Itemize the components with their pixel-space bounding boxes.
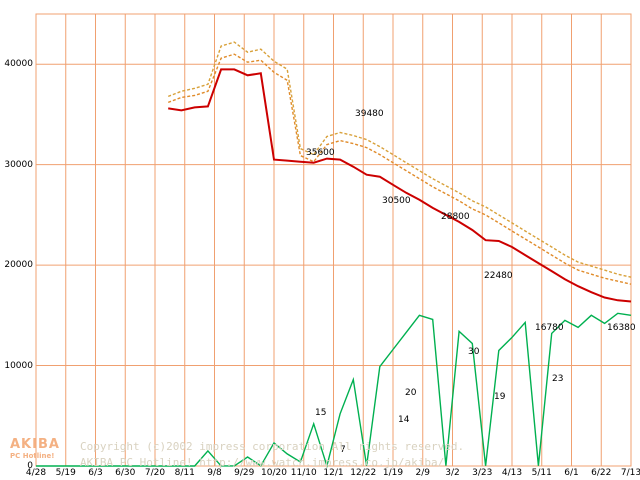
data-label: 16780 (535, 323, 564, 333)
data-label: 16380 (607, 323, 636, 333)
series-max-price (167, 41, 632, 278)
x-tick-label: 11/10 (290, 468, 317, 478)
data-label: 19 (494, 392, 506, 402)
x-tick-label: 9/29 (234, 468, 255, 478)
x-tick-label: 4/13 (501, 468, 523, 478)
y-tick-label: 0 (27, 461, 33, 471)
x-tick-label: 12/1 (323, 468, 344, 478)
y-tick-label: 20000 (4, 260, 33, 271)
data-label: 23 (552, 374, 564, 384)
data-label: 30 (468, 347, 480, 357)
x-tick-label: 9/8 (207, 468, 222, 478)
site-url-line: AKIBA PC Hotline! http://www.watch.impre… (80, 456, 445, 469)
y-tick-label: 40000 (4, 59, 33, 70)
x-tick-label: 8/11 (174, 468, 195, 478)
data-label: 20 (405, 388, 417, 398)
x-tick-label: 3/2 (445, 468, 460, 478)
x-tick-label: 6/30 (115, 468, 136, 478)
data-label: 22480 (484, 271, 513, 281)
copyright-line: Copyright (c)2002 impress corporation Al… (80, 440, 465, 453)
y-tick-label: 30000 (4, 159, 33, 170)
data-label: 39480 (355, 109, 384, 119)
series-avg-price (168, 68, 632, 303)
akiba-logo-main: AKIBA (10, 437, 60, 452)
x-tick-label: 6/22 (591, 468, 612, 478)
x-tick-label: 12/22 (350, 468, 377, 478)
series-mid-price (167, 53, 632, 285)
data-label: 15 (315, 408, 327, 418)
x-tick-label: 7/13 (620, 468, 640, 478)
data-label: 30500 (382, 196, 411, 206)
data-label: 35600 (306, 148, 335, 158)
data-label: 14 (398, 415, 410, 425)
akiba-logo: AKIBA PC Hotline! (10, 437, 60, 460)
x-tick-label: 5/19 (55, 468, 76, 478)
x-tick-label: 5/11 (531, 468, 552, 478)
y-tick-label: 10000 (4, 360, 33, 371)
x-tick-label: 1/19 (382, 468, 404, 478)
x-tick-label: 3/23 (472, 468, 493, 478)
x-tick-label: 2/9 (415, 468, 430, 478)
data-label: 7 (340, 445, 346, 455)
x-tick-label: 7/20 (144, 468, 166, 478)
x-tick-label: 6/1 (564, 468, 579, 478)
data-label: 28800 (441, 212, 470, 222)
x-tick-label: 4/28 (25, 468, 47, 478)
akiba-logo-sub: PC Hotline! (10, 452, 55, 460)
series-volume (36, 312, 632, 469)
x-tick-label: 6/3 (88, 468, 103, 478)
x-tick-label: 10/20 (261, 468, 287, 478)
